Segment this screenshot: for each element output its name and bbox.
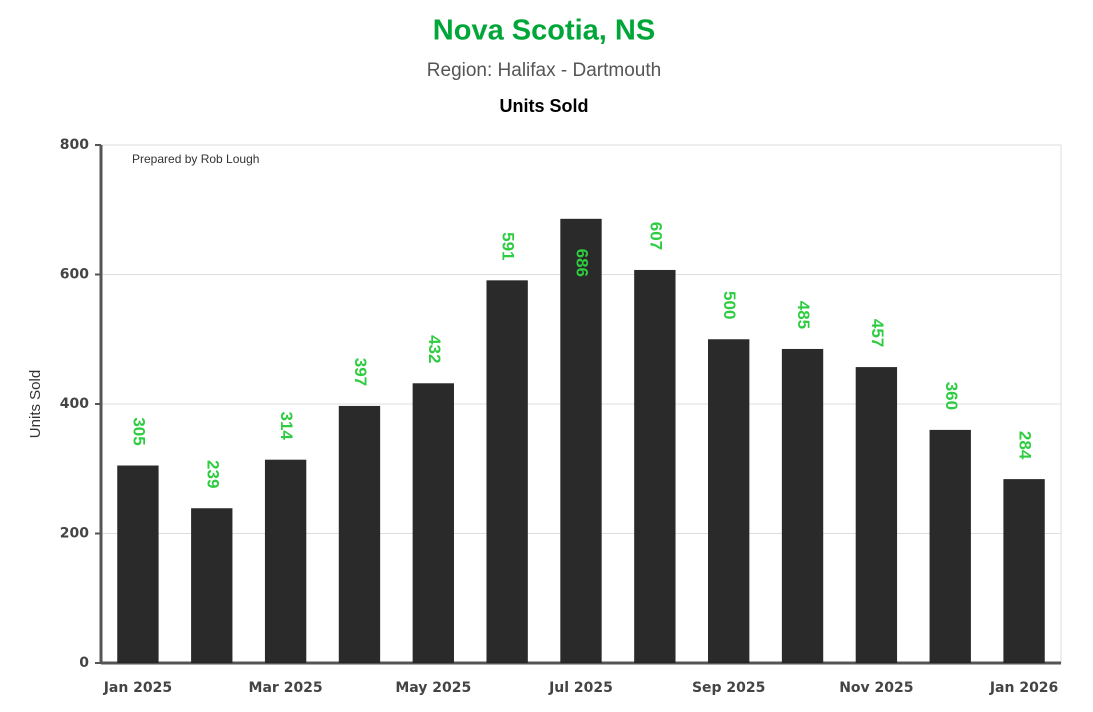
x-tick-label: Mar 2025 xyxy=(249,680,323,696)
x-tick-label: May 2025 xyxy=(395,680,471,696)
bar xyxy=(486,280,528,663)
bar xyxy=(634,269,676,663)
value-label: 239 xyxy=(203,460,222,488)
y-tick-label: 800 xyxy=(60,137,89,153)
bar xyxy=(781,348,824,663)
y-tick-label: 600 xyxy=(60,267,89,283)
x-tick-label: Jan 2025 xyxy=(103,680,172,696)
bar xyxy=(191,508,233,663)
annotation: Prepared by Rob Lough xyxy=(132,152,259,166)
value-label: 360 xyxy=(942,382,961,410)
bar xyxy=(412,383,454,663)
y-axis-label: Units Sold xyxy=(27,370,44,438)
value-label: 305 xyxy=(129,417,148,445)
value-label: 686 xyxy=(573,249,592,277)
value-label: 485 xyxy=(794,301,813,329)
x-tick-label: Jul 2025 xyxy=(548,680,613,696)
x-tick-label: Jan 2026 xyxy=(989,680,1058,696)
bar xyxy=(560,218,602,663)
x-tick-label: Nov 2025 xyxy=(839,680,913,696)
chart-metric: Units Sold xyxy=(500,96,589,116)
value-label: 314 xyxy=(277,411,296,440)
bar xyxy=(929,429,971,663)
value-label: 397 xyxy=(351,358,370,386)
bar xyxy=(855,367,898,663)
y-tick-label: 0 xyxy=(79,655,89,671)
bar xyxy=(117,465,159,663)
x-tick-label: Sep 2025 xyxy=(692,680,765,696)
bar xyxy=(338,405,381,663)
bar xyxy=(264,459,307,663)
bar xyxy=(1003,479,1045,663)
y-tick-label: 400 xyxy=(60,396,89,412)
value-label: 457 xyxy=(868,319,887,347)
y-tick-label: 200 xyxy=(60,526,89,542)
bar xyxy=(708,339,750,663)
value-label: 284 xyxy=(1016,431,1035,460)
value-label: 607 xyxy=(646,222,665,250)
chart-subtitle: Region: Halifax - Dartmouth xyxy=(427,60,661,81)
chart-title: Nova Scotia, NS xyxy=(433,15,655,47)
value-label: 432 xyxy=(425,335,444,363)
value-label: 591 xyxy=(499,232,518,260)
value-label: 500 xyxy=(720,291,739,319)
